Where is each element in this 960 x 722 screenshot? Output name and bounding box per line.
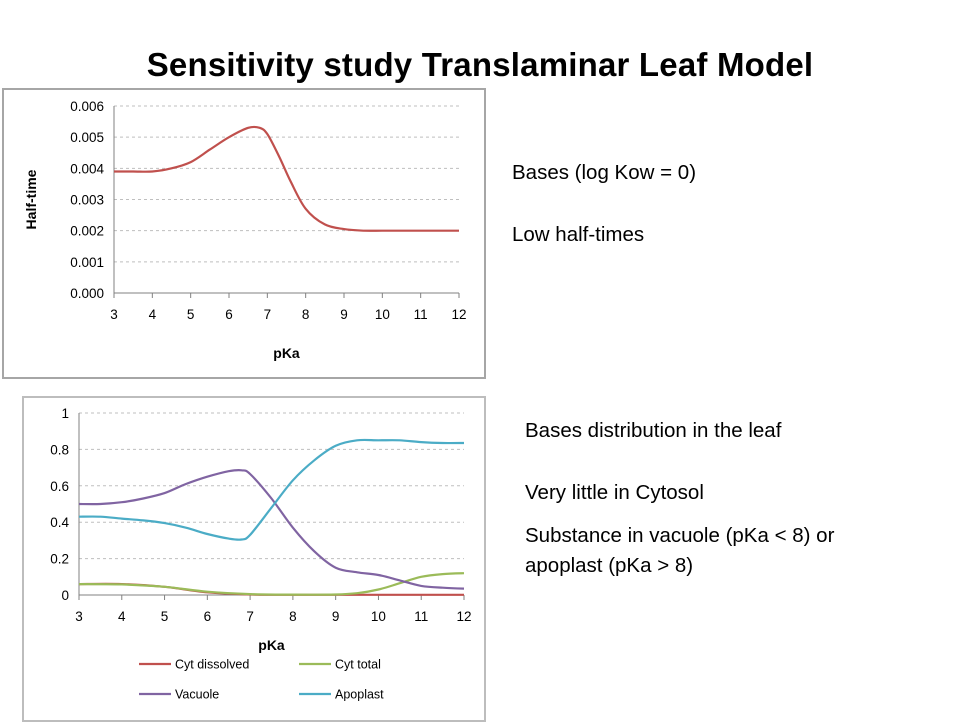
distribution-chart: 0 0.2 0.4 0.6 0.8 1 3 4 5 6 7 8 9 10 11 12 pKa Cyt dissol…: [22, 396, 486, 722]
x-tick-label: 8: [289, 609, 297, 624]
vacuole-line: [78, 469, 465, 590]
y-tick-label: 0.006: [70, 99, 104, 114]
vacuole-apoplast-text-line1: Substance in vacuole (pKa < 8) or: [525, 524, 835, 547]
slide-title: Sensitivity study Translaminar Leaf Mode…: [146, 46, 814, 83]
legend-label-cyt-dissolved: Cyt dissolved: [175, 658, 249, 672]
y-tick-label: 0.2: [50, 552, 69, 567]
distribution-chart-svg: 0 0.2 0.4 0.6 0.8 1 3 4 5 6 7 8 9 10 11 12 pKa Cyt dissol…: [50, 406, 471, 702]
apoplast-line: [78, 438, 465, 541]
x-tick-label: 6: [225, 307, 233, 322]
x-tick-label: 10: [375, 307, 390, 322]
x-tick-label: 10: [371, 609, 386, 624]
x-tick-label: 7: [264, 307, 272, 322]
y-tick-label: 0.8: [50, 442, 69, 457]
low-half-times-text: Low half-times: [512, 223, 645, 246]
x-axis-title: pKa: [273, 345, 300, 361]
x-tick-label: 12: [456, 609, 471, 624]
y-tick-label: 1: [61, 406, 69, 421]
x-tick-label: 4: [118, 609, 126, 624]
x-tick-label: 4: [149, 307, 157, 322]
x-tick-label: 9: [332, 609, 340, 624]
x-tick-label: 7: [246, 609, 254, 624]
x-tick-label: 11: [414, 609, 428, 624]
x-axis-title: pKa: [258, 637, 285, 653]
half-time-line: [114, 125, 459, 232]
legend-label-vacuole: Vacuole: [175, 688, 219, 702]
y-tick-label: 0: [61, 588, 69, 603]
y-tick-label: 0.004: [70, 161, 104, 176]
x-tick-label: 12: [451, 307, 466, 322]
half-time-chart-svg: 0.000 0.001 0.002 0.003 0.004 0.005 0.006 3 4 5 6 7…: [23, 99, 467, 361]
bases-log-kow-text: Bases (log Kow = 0): [512, 161, 697, 184]
x-tick-label: 3: [75, 609, 83, 624]
little-cytosol-text: Very little in Cytosol: [525, 481, 704, 504]
bases-distribution-text: Bases distribution in the leaf: [525, 419, 782, 442]
y-tick-label: 0.6: [50, 479, 69, 494]
x-tick-label: 6: [204, 609, 212, 624]
half-time-chart: 0.000 0.001 0.002 0.003 0.004 0.005 0.006 3 4 5 6 7…: [2, 88, 486, 379]
x-tick-label: 3: [110, 307, 118, 322]
cyt-total-line: [78, 572, 465, 596]
y-tick-label: 0.4: [50, 515, 69, 530]
y-tick-label: 0.000: [70, 286, 104, 301]
y-tick-label: 0.003: [70, 193, 104, 208]
legend-label-apoplast: Apoplast: [335, 688, 384, 702]
legend-label-cyt-total: Cyt total: [335, 658, 381, 672]
y-axis-title: Half-time: [23, 169, 39, 229]
x-tick-label: 11: [414, 307, 428, 322]
x-tick-label: 5: [161, 609, 169, 624]
y-tick-label: 0.002: [70, 224, 104, 239]
y-tick-label: 0.001: [70, 255, 104, 270]
x-tick-label: 8: [302, 307, 310, 322]
y-tick-label: 0.005: [70, 130, 104, 145]
vacuole-apoplast-text-line2: apoplast (pKa > 8): [525, 554, 694, 577]
x-tick-label: 5: [187, 307, 195, 322]
x-tick-label: 9: [340, 307, 348, 322]
